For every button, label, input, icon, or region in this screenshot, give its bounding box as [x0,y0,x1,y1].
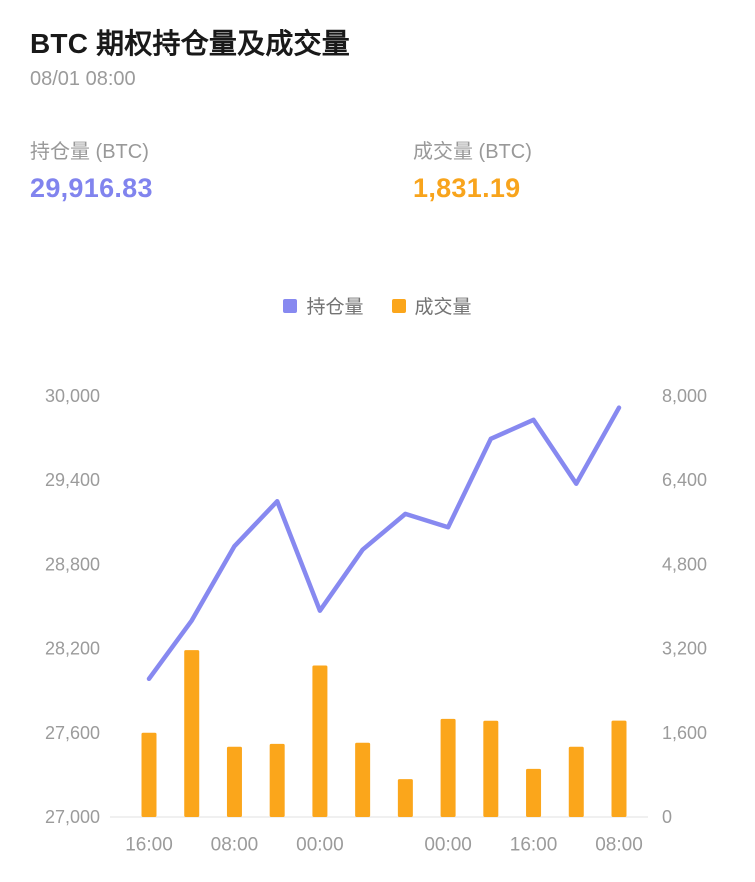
volume-value: 1,831.19 [413,173,521,203]
left-axis-label: 27,600 [45,723,100,743]
open-interest-line [146,405,622,682]
volume-bar [397,779,413,817]
right-axis-label: 4,800 [662,554,707,574]
left-axis-label: 28,800 [45,554,100,574]
volume-bar [184,650,200,817]
open-interest-swatch-icon [283,298,298,313]
timestamp: 08/01 08:00 [30,68,136,90]
x-axis-label: 00:00 [424,835,472,856]
x-axis-label: 16:00 [125,835,173,856]
left-axis-label: 30,000 [45,386,100,406]
volume-bar [226,746,242,817]
x-axis-label: 08:00 [595,835,643,856]
volume-bar [141,732,157,817]
volume-bar [611,720,627,817]
open-interest-label: 持仓量 (BTC) [30,141,149,163]
legend: 持仓量 成交量 [0,292,755,319]
volume-bar [526,768,542,817]
volume-label: 成交量 (BTC) [413,141,532,163]
left-axis-label: 28,200 [45,639,100,659]
right-axis-label: 6,400 [662,470,707,490]
right-axis-label: 3,200 [662,639,707,659]
stats-row: 持仓量 (BTC) 29,916.83 成交量 (BTC) 1,831.19 [30,135,755,204]
legend-label-volume: 成交量 [414,297,472,318]
volume-bar [440,718,456,817]
x-axis-label: 08:00 [211,835,259,856]
volume-bar [269,743,285,817]
stat-open-interest: 持仓量 (BTC) 29,916.83 [30,135,413,204]
open-interest-value: 29,916.83 [30,173,153,203]
legend-item-open-interest[interactable]: 持仓量 [283,292,364,319]
volume-bar [312,665,328,817]
volume-bar [483,720,499,817]
volume-bar [355,742,371,817]
x-axis-label: 00:00 [296,835,344,856]
volume-bar [568,746,584,817]
right-axis-label: 8,000 [662,386,707,406]
x-axis-label: 16:00 [510,835,558,856]
volume-swatch-icon [391,298,406,313]
page-title: BTC 期权持仓量及成交量 [30,28,350,59]
chart-svg[interactable]: 27,000 27,600 28,200 28,800 29,400 30,000 0 1,6… [0,350,755,877]
chart: 27,000 27,600 28,200 28,800 29,400 30,000 0 1,6… [0,350,755,877]
legend-label-open-interest: 持仓量 [306,297,364,318]
legend-item-volume[interactable]: 成交量 [391,292,472,319]
stat-volume: 成交量 (BTC) 1,831.19 [413,135,755,204]
left-axis-label: 27,000 [45,807,100,827]
right-axis-label: 1,600 [662,723,707,743]
right-axis-label: 0 [662,807,672,827]
left-axis-label: 29,400 [45,470,100,490]
